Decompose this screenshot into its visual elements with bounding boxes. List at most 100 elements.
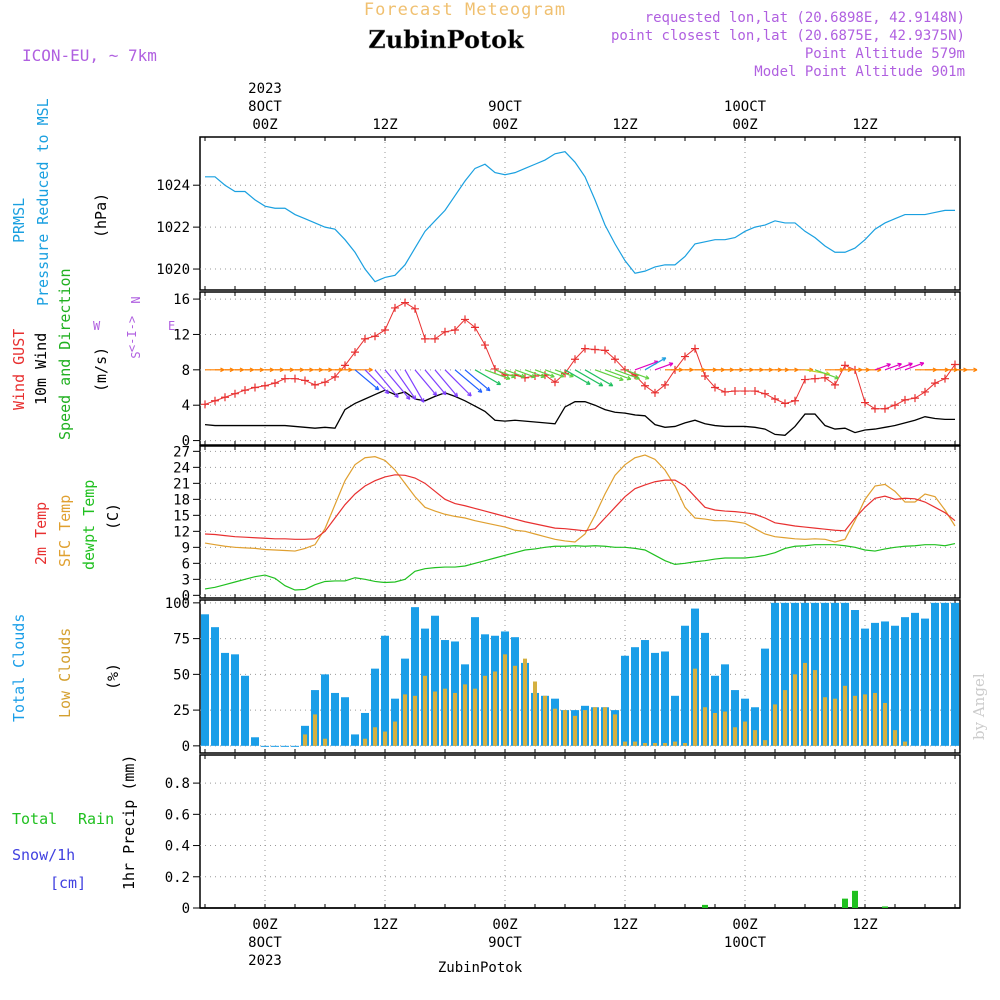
precip-bar <box>702 904 708 908</box>
wind-direction-arrow <box>524 369 545 378</box>
y-tick-label: 50 <box>173 667 190 683</box>
total-cloud-bar <box>361 712 369 746</box>
time-label: 00Z <box>732 917 757 933</box>
time-label: 00Z <box>252 917 277 933</box>
precip-snow-unit-label: [cm] <box>50 874 86 892</box>
gust-point <box>781 399 789 408</box>
wind-arrow-head <box>973 367 978 373</box>
wind-arrow-head <box>619 376 624 382</box>
gust-point <box>501 371 509 380</box>
wind-direction-arrow <box>554 369 574 378</box>
wind-direction-arrow <box>464 369 491 392</box>
precip-bar <box>852 890 858 908</box>
gust-point <box>201 400 209 409</box>
gust-point <box>311 380 319 389</box>
wind-direction-arrow <box>514 369 536 378</box>
low-cloud-bar <box>613 714 617 746</box>
wind-arrow-head <box>569 373 574 378</box>
total-cloud-bar <box>681 625 689 746</box>
wind-arrow-head <box>834 375 839 380</box>
clouds-frame <box>199 599 961 754</box>
low-cloud-bar <box>563 710 567 746</box>
gust-point <box>221 393 229 402</box>
total-cloud-bar <box>781 602 789 746</box>
total-cloud-bar <box>851 610 859 746</box>
low-cloud-bar <box>513 665 517 746</box>
precip-total-label: Total <box>12 810 57 828</box>
y-tick-label: 27 <box>173 444 190 460</box>
total-cloud-bar <box>201 614 209 746</box>
gust-point <box>761 389 769 398</box>
low-cloud-bar <box>683 742 687 746</box>
wind-arrow-head <box>550 373 555 378</box>
y-tick-label: 1024 <box>156 178 190 194</box>
low-cloud-bar <box>383 731 387 746</box>
total-cloud-bar <box>411 607 419 746</box>
total-cloud-bar <box>351 734 359 746</box>
wind-arrow-head <box>496 380 502 386</box>
total-cloud-bar <box>911 612 919 746</box>
pressure-msl-label: Pressure Reduced to MSL <box>34 98 52 306</box>
wind-arrow-head <box>485 386 491 392</box>
low-cloud-bar <box>863 694 867 746</box>
low-cloud-bar <box>783 690 787 746</box>
wind-direction-arrow <box>654 362 674 371</box>
percent-unit-label: (%) <box>104 663 122 690</box>
y-tick-label: 1022 <box>156 220 190 236</box>
gust-point <box>371 332 379 341</box>
forecast-title: Forecast Meteogram <box>364 0 566 20</box>
wind-frame <box>199 291 961 446</box>
low-cloud-bar <box>493 671 497 746</box>
gust-point <box>801 375 809 384</box>
gust-point <box>901 395 909 404</box>
total-cloud-bar <box>721 664 729 746</box>
low-cloud-bar <box>873 692 877 746</box>
low-cloud-bar <box>363 738 367 746</box>
time-label: 2023 <box>248 953 282 969</box>
wind-speed-line <box>204 389 955 436</box>
low-cloud-bar <box>893 730 897 746</box>
total-cloud-bar <box>381 635 389 746</box>
wind-direction-arrow <box>404 369 425 403</box>
compass-w: W <box>93 319 101 333</box>
pressure-frame <box>199 136 961 291</box>
low-cloud-bar <box>763 740 767 746</box>
gust-point <box>631 371 639 380</box>
wind-arrow-head <box>886 363 891 368</box>
total-clouds-label: Total Clouds <box>10 614 28 722</box>
gust-point <box>321 378 329 387</box>
time-label: 00Z <box>252 117 277 133</box>
requested-coords: requested lon,lat (20.6898E, 42.9148N) <box>645 10 965 26</box>
wind-arrow-head <box>626 375 632 381</box>
temperature-frame <box>199 445 961 599</box>
wind-direction-arrow <box>364 369 390 394</box>
low-cloud-bar <box>433 691 437 746</box>
y-tick-label: 9 <box>182 540 190 556</box>
low-cloud-bar <box>743 721 747 746</box>
y-tick-label: 24 <box>173 460 190 476</box>
wind-arrow-head <box>420 398 425 403</box>
y-tick-label: 3 <box>182 572 190 588</box>
low-cloud-bar <box>703 707 707 746</box>
time-label: 10OCT <box>724 99 767 115</box>
gust-point <box>741 387 749 396</box>
time-label: 00Z <box>492 117 517 133</box>
wind-direction-arrow <box>354 369 380 391</box>
low-cloud-bar <box>423 675 427 746</box>
low-cloud-bar <box>823 697 827 746</box>
total-cloud-bar <box>861 628 869 746</box>
gust-point <box>451 326 459 335</box>
low-cloud-bar <box>653 742 657 746</box>
total-cloud-bar <box>731 690 739 746</box>
wind-direction-arrow <box>424 369 447 396</box>
precip-rain-label: Rain <box>78 810 114 828</box>
compass-arrow: <-I-> <box>125 316 139 352</box>
total-cloud-bar <box>771 602 779 746</box>
low-cloud-bar <box>403 694 407 746</box>
wind-arrow-head <box>897 362 902 368</box>
gust-point <box>231 389 239 398</box>
gust-point <box>951 360 959 369</box>
time-label: 9OCT <box>488 935 522 951</box>
total-cloud-bar <box>281 745 289 747</box>
temp-sfc-label: SFC Temp <box>56 495 74 567</box>
